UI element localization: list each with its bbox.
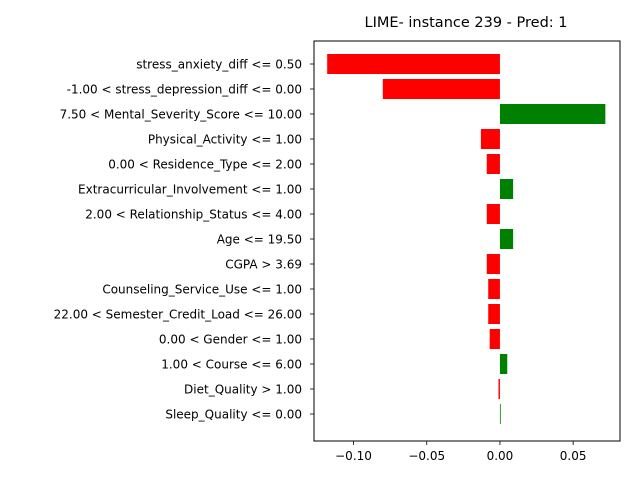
bar bbox=[486, 254, 500, 274]
y-tick-label: Diet_Quality > 1.00 bbox=[184, 383, 302, 397]
bar bbox=[498, 379, 500, 399]
plot-frame bbox=[313, 40, 621, 442]
bar bbox=[499, 354, 508, 374]
y-tick-label: Physical_Activity <= 1.00 bbox=[148, 133, 302, 147]
y-tick-label: CGPA > 3.69 bbox=[225, 258, 302, 272]
bar bbox=[486, 154, 500, 174]
y-tick-label: Age <= 19.50 bbox=[217, 233, 302, 247]
x-tick-label: 0.00 bbox=[487, 449, 514, 463]
bar bbox=[499, 404, 501, 424]
y-tick-label: Counseling_Service_Use <= 1.00 bbox=[102, 283, 302, 297]
y-tick-label: 7.50 < Mental_Severity_Score <= 10.00 bbox=[60, 108, 302, 122]
y-tick-label: Sleep_Quality <= 0.00 bbox=[165, 408, 302, 422]
bar bbox=[499, 229, 514, 249]
y-tick-label: stress_anxiety_diff <= 0.50 bbox=[136, 58, 302, 72]
x-axis: −0.10 −0.05 0.00 0.05 bbox=[335, 441, 587, 463]
y-tick-label: 2.00 < Relationship_Status <= 4.00 bbox=[85, 208, 302, 222]
bar bbox=[499, 104, 606, 124]
bar bbox=[488, 304, 500, 324]
bar bbox=[486, 204, 500, 224]
bar bbox=[327, 54, 500, 74]
y-tick-label: 0.00 < Residence_Type <= 2.00 bbox=[108, 158, 302, 172]
bar bbox=[489, 329, 500, 349]
x-tick-label: −0.05 bbox=[408, 449, 445, 463]
bars-layer bbox=[327, 54, 606, 424]
y-tick-label: 1.00 < Course <= 6.00 bbox=[161, 358, 302, 372]
x-tick-label: 0.05 bbox=[560, 449, 587, 463]
chart-title: LIME- instance 239 - Pred: 1 bbox=[364, 15, 567, 31]
y-tick-label: Extracurricular_Involvement <= 1.00 bbox=[78, 183, 302, 197]
y-tick-labels: stress_anxiety_diff <= 0.50 -1.00 < stres… bbox=[54, 58, 314, 422]
y-tick-label: 22.00 < Semester_Credit_Load <= 26.00 bbox=[54, 308, 302, 322]
bar bbox=[480, 129, 500, 149]
bar bbox=[499, 179, 514, 199]
y-tick-label: 0.00 < Gender <= 1.00 bbox=[159, 333, 302, 347]
bar bbox=[488, 279, 500, 299]
bar bbox=[382, 79, 500, 99]
x-tick-label: −0.10 bbox=[335, 449, 372, 463]
y-tick-label: -1.00 < stress_depression_diff <= 0.00 bbox=[67, 83, 302, 97]
